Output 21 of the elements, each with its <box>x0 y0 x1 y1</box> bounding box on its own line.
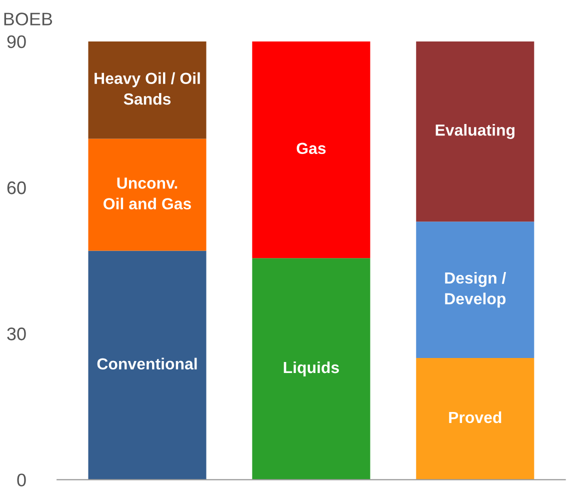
bar <box>252 41 370 258</box>
data-label: Gas <box>296 142 326 154</box>
bar <box>416 222 534 358</box>
data-label: Proved <box>449 411 502 424</box>
bar <box>88 138 206 251</box>
data-label: Liquids <box>284 361 339 376</box>
bar <box>416 358 534 480</box>
data-label: Evaluating <box>436 124 514 139</box>
data-label: Design / Develop <box>445 272 506 308</box>
y-tick-label: 30 <box>7 328 26 340</box>
data-label: Conventional <box>97 358 197 370</box>
data-label: Unconv. Oil and Gas <box>104 178 191 210</box>
bar <box>252 258 370 480</box>
y-tick-label: 0 <box>17 474 26 486</box>
y-tick-label: 90 <box>7 35 26 48</box>
bar <box>416 41 534 222</box>
data-label: Heavy Oil / Oil Sands <box>94 72 200 105</box>
y-tick-label: 60 <box>7 181 26 194</box>
bar <box>88 250 206 480</box>
bar <box>88 41 206 139</box>
y-axis-title: BOEB <box>4 12 52 26</box>
